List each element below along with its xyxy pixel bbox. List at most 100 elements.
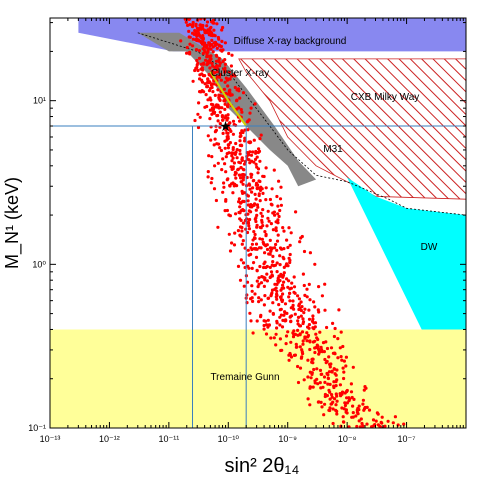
data-point xyxy=(283,310,287,314)
data-point xyxy=(239,166,243,170)
data-point xyxy=(237,173,241,177)
data-point xyxy=(245,120,249,124)
data-point xyxy=(301,321,305,326)
data-point xyxy=(247,158,251,162)
data-point xyxy=(283,302,288,306)
data-point xyxy=(292,285,297,289)
data-point xyxy=(323,402,327,406)
data-point xyxy=(338,346,342,350)
data-point xyxy=(298,240,302,244)
data-point xyxy=(328,365,332,369)
data-point xyxy=(287,358,291,362)
data-point xyxy=(275,194,279,199)
data-point xyxy=(221,118,225,122)
data-point xyxy=(313,350,317,355)
data-point xyxy=(231,156,235,160)
data-point xyxy=(195,26,200,30)
data-point xyxy=(334,408,338,412)
data-point xyxy=(198,115,202,119)
data-point xyxy=(211,50,215,54)
data-point xyxy=(281,226,285,230)
data-point xyxy=(362,408,366,412)
data-point xyxy=(320,405,324,409)
data-point xyxy=(322,413,326,417)
data-point xyxy=(240,229,244,233)
data-point xyxy=(226,105,230,109)
data-point xyxy=(274,220,278,224)
data-point xyxy=(241,199,245,203)
data-point xyxy=(274,295,278,299)
data-point xyxy=(249,252,253,256)
data-point xyxy=(215,114,219,118)
data-point xyxy=(289,231,293,235)
data-point xyxy=(264,234,268,238)
data-point xyxy=(311,357,315,361)
data-point xyxy=(279,203,283,207)
data-point xyxy=(249,153,254,157)
data-point xyxy=(232,151,236,155)
data-point xyxy=(241,130,245,135)
data-point xyxy=(311,361,315,365)
data-point xyxy=(208,66,212,70)
data-point xyxy=(253,157,258,161)
data-point xyxy=(281,274,285,278)
data-point xyxy=(228,127,232,132)
data-point xyxy=(238,152,242,156)
data-point xyxy=(301,342,305,346)
data-point xyxy=(282,271,286,275)
data-point xyxy=(271,311,275,316)
data-point xyxy=(254,247,258,251)
region-label-diffuse: Diffuse X-ray background xyxy=(234,36,347,47)
data-point xyxy=(214,53,218,58)
data-point xyxy=(216,142,221,146)
data-point xyxy=(215,22,219,26)
data-point xyxy=(278,208,282,213)
data-point xyxy=(253,192,257,196)
data-point xyxy=(202,48,206,52)
x-tick-label: 10⁻¹³ xyxy=(40,434,61,444)
data-point xyxy=(305,339,309,343)
data-point xyxy=(251,331,255,335)
data-point xyxy=(316,347,321,351)
data-point xyxy=(241,239,245,243)
data-point xyxy=(300,305,304,309)
data-point xyxy=(322,375,327,379)
y-tick-label: 10⁻¹ xyxy=(28,423,46,433)
data-point xyxy=(351,415,355,419)
data-point xyxy=(205,30,209,35)
data-point xyxy=(218,98,222,102)
data-point xyxy=(341,415,345,419)
data-point xyxy=(330,395,334,399)
data-point xyxy=(205,55,209,59)
data-point xyxy=(299,236,303,240)
data-point xyxy=(334,380,338,384)
data-point xyxy=(222,87,226,91)
data-point xyxy=(259,313,263,317)
data-point xyxy=(251,186,255,190)
data-point xyxy=(278,295,283,299)
data-point xyxy=(238,233,242,237)
data-point xyxy=(292,307,296,311)
data-point xyxy=(227,70,231,74)
dw-region xyxy=(347,177,466,330)
data-point xyxy=(240,189,244,193)
data-point xyxy=(209,47,213,51)
data-point xyxy=(221,131,225,135)
data-point xyxy=(275,319,279,323)
data-point xyxy=(241,182,245,186)
data-point xyxy=(278,197,283,201)
data-point xyxy=(320,348,324,352)
data-point xyxy=(307,282,311,286)
data-point xyxy=(328,406,332,410)
data-point xyxy=(225,138,229,142)
data-point xyxy=(234,212,238,216)
data-point xyxy=(300,330,305,334)
data-point xyxy=(188,18,192,21)
data-point xyxy=(288,243,292,247)
data-point xyxy=(311,314,315,318)
data-point xyxy=(306,358,310,362)
data-point xyxy=(268,238,272,242)
data-point xyxy=(206,175,210,179)
data-point xyxy=(313,346,317,350)
data-point xyxy=(220,39,224,44)
